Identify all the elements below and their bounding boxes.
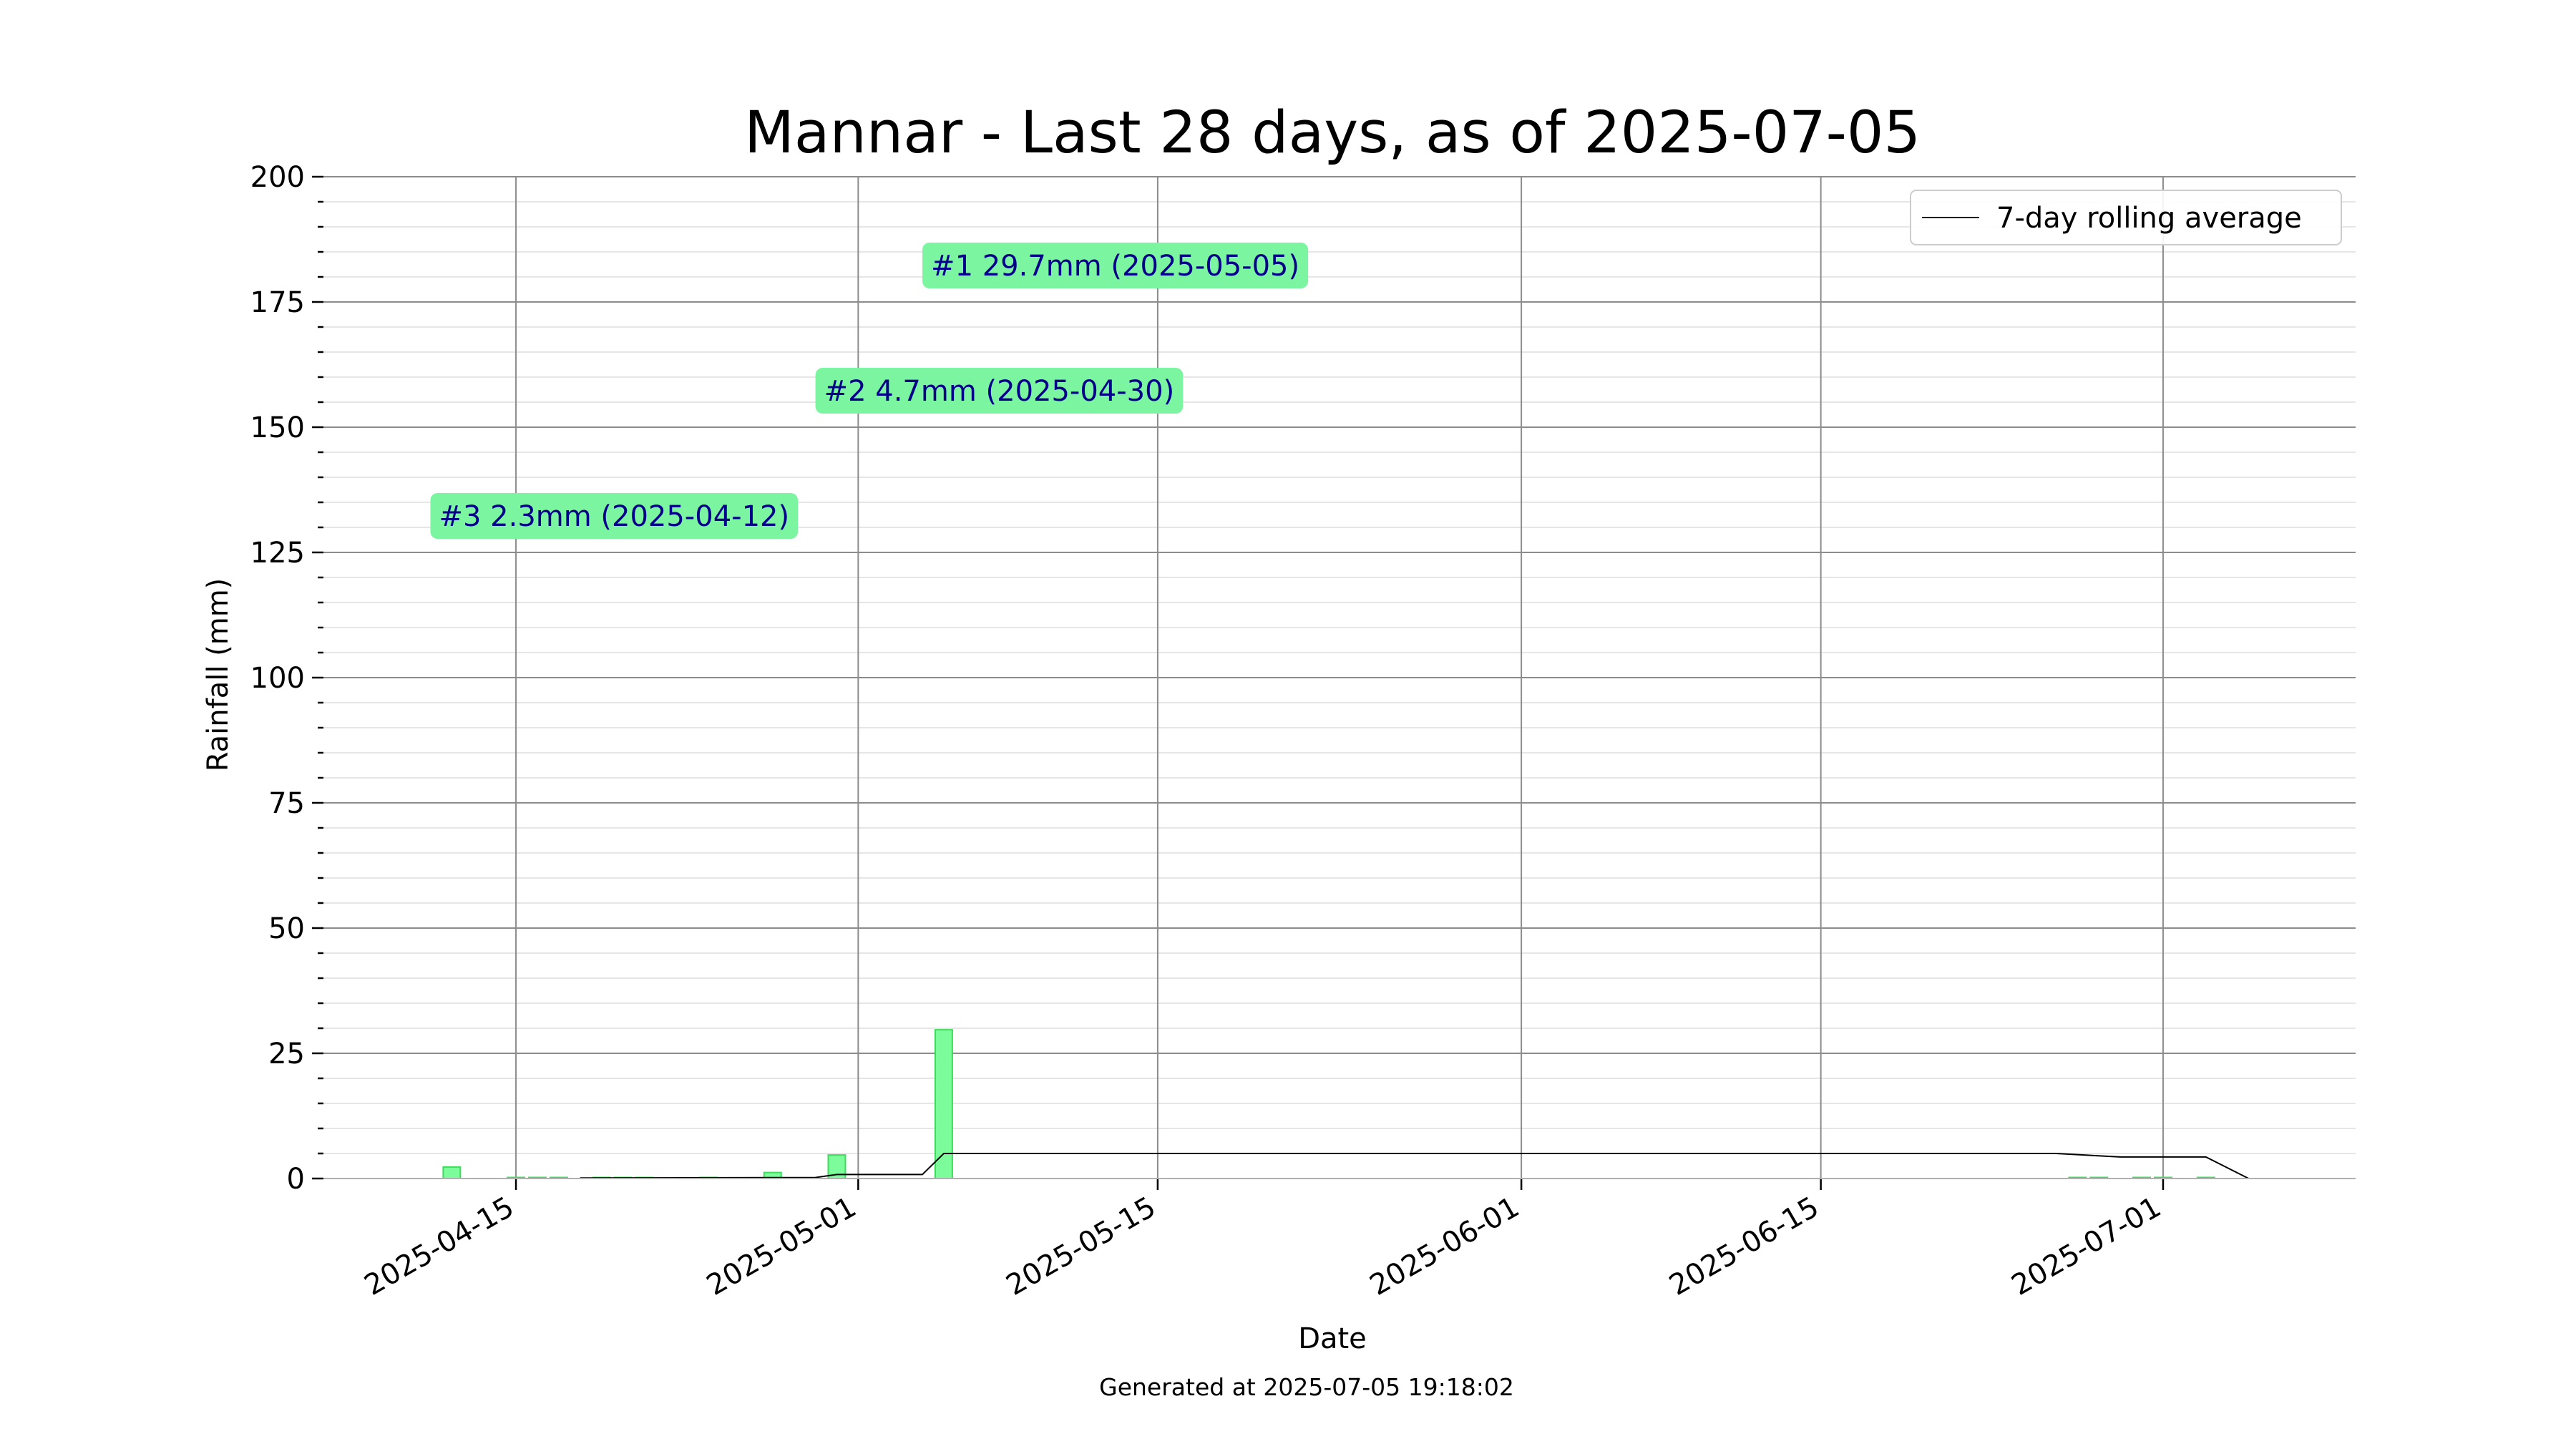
legend-box	[1910, 190, 2342, 245]
y-tick-label: 0	[287, 1163, 305, 1196]
y-tick-label: 100	[250, 662, 305, 695]
x-tick-label: 2025-06-15	[1664, 1191, 1824, 1302]
x-tick-label: 2025-05-15	[1001, 1191, 1161, 1302]
y-tick-label: 50	[268, 912, 305, 945]
annotation-background	[922, 243, 1309, 288]
legend: 7-day rolling average	[1910, 190, 2342, 245]
y-tick-label: 175	[250, 286, 305, 319]
x-axis-label: Date	[1298, 1322, 1367, 1355]
x-tick-label: 2025-05-01	[701, 1191, 862, 1302]
minor-gridlines	[323, 201, 2356, 1154]
annotation-label: #1 29.7mm (2025-05-05)	[931, 250, 1299, 283]
annotation-box: #1 29.7mm (2025-05-05)	[922, 243, 1309, 288]
annotation-label: #3 2.3mm (2025-04-12)	[439, 500, 789, 533]
annotation-box: #2 4.7mm (2025-04-30)	[815, 368, 1184, 414]
rainfall-bar	[442, 1166, 462, 1180]
rainfall-bar	[934, 1029, 953, 1179]
y-tick-label: 75	[268, 787, 305, 820]
annotation-box: #3 2.3mm (2025-04-12)	[430, 493, 799, 539]
major-gridlines	[323, 176, 2356, 1179]
y-axis-label: Rainfall (mm)	[202, 578, 235, 772]
x-tick-label: 2025-04-15	[359, 1191, 519, 1302]
y-tick-label: 125	[250, 537, 305, 570]
annotation-background	[430, 493, 799, 539]
chart-title: Mannar - Last 28 days, as of 2025-07-05	[744, 99, 1921, 167]
axes: 0 25 50 75 100 125 150 175 200 2025-04-15 2025-05-…	[250, 161, 2356, 1302]
legend-entry: 7-day rolling average	[1996, 202, 2302, 235]
rolling-average-line-group	[580, 1153, 2249, 1179]
x-tick-label: 2025-07-01	[2006, 1191, 2167, 1302]
y-tick-label: 25	[268, 1038, 305, 1070]
annotation-label: #2 4.7mm (2025-04-30)	[824, 375, 1175, 408]
rolling-average-line	[580, 1153, 2249, 1179]
generated-timestamp: Generated at 2025-07-05 19:18:02	[1099, 1373, 1514, 1401]
annotation-background	[815, 368, 1184, 414]
x-tick-label: 2025-06-01	[1365, 1191, 1525, 1302]
annotations: #1 29.7mm (2025-05-05) #2 4.7mm (2025-04-…	[430, 243, 1309, 539]
y-tick-label: 150	[250, 411, 305, 444]
y-tick-label: 200	[250, 161, 305, 194]
rainfall-bars	[442, 1029, 2215, 1180]
